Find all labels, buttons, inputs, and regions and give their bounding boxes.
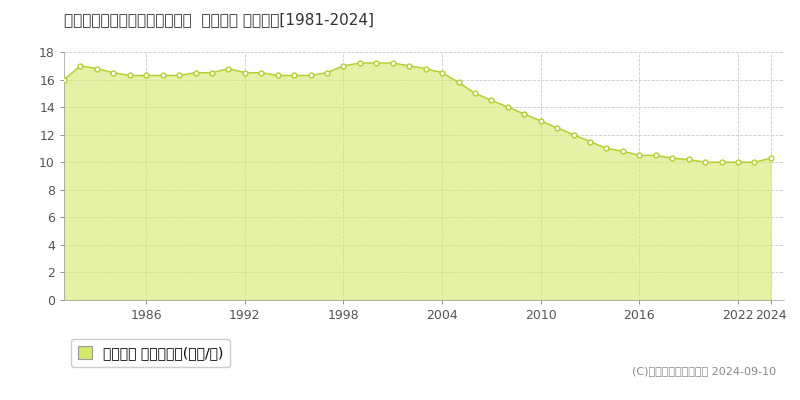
Text: 山形県鶴岡市家中新町６番３外  地価公示 地価推移[1981-2024]: 山形県鶴岡市家中新町６番３外 地価公示 地価推移[1981-2024]	[64, 12, 374, 27]
Legend: 地価公示 平均坊単価(万円/坊): 地価公示 平均坊単価(万円/坊)	[71, 339, 230, 367]
Text: (C)土地価格ドットコム 2024-09-10: (C)土地価格ドットコム 2024-09-10	[632, 366, 776, 376]
